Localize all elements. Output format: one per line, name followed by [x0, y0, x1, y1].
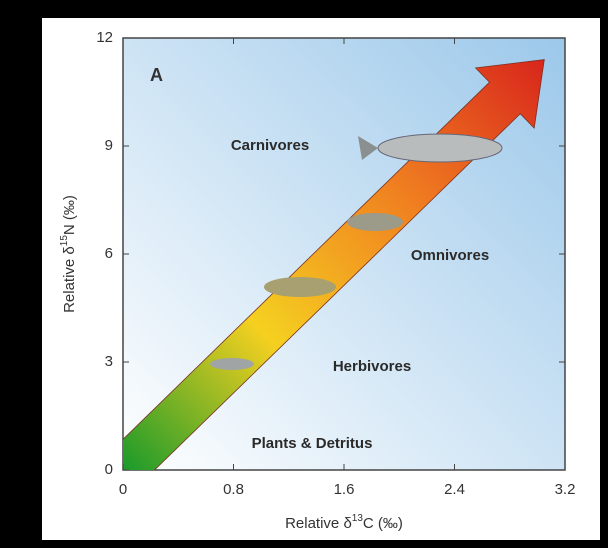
fish: [377, 133, 503, 163]
y-tick-label: 9: [105, 137, 113, 154]
x-tick-label: 0.8: [223, 481, 244, 498]
fish-icons: [210, 133, 503, 370]
y-title-suffix: N (‰): [61, 195, 78, 235]
y-title-prefix: Relative δ: [61, 246, 78, 313]
x-tick-label: 3.2: [555, 481, 576, 498]
panel-label: A: [150, 65, 163, 85]
y-tick-label: 6: [105, 245, 113, 262]
fish: [264, 277, 336, 297]
x-title-sup: 13: [352, 513, 364, 524]
x-axis-title: Relative δ13C (‰): [285, 513, 403, 532]
fish: [210, 358, 254, 370]
x-title-prefix: Relative δ: [285, 515, 352, 532]
x-title-suffix: C (‰): [363, 515, 403, 532]
y-tick-label: 12: [96, 29, 113, 46]
annotation: Plants & Detritus: [252, 435, 373, 452]
y-tick-label: 3: [105, 353, 113, 370]
annotation: Omnivores: [411, 247, 489, 264]
x-tick-label: 0: [119, 481, 127, 498]
fish: [347, 213, 403, 231]
fish-tail: [358, 136, 378, 160]
annotation: Carnivores: [231, 137, 309, 154]
x-tick-label: 1.6: [334, 481, 355, 498]
x-tick-label: 2.4: [444, 481, 465, 498]
y-axis-title: Relative δ15N (‰): [59, 195, 78, 313]
y-title-sup: 15: [59, 235, 70, 247]
annotation: Herbivores: [333, 358, 411, 375]
y-tick-label: 0: [105, 461, 113, 478]
